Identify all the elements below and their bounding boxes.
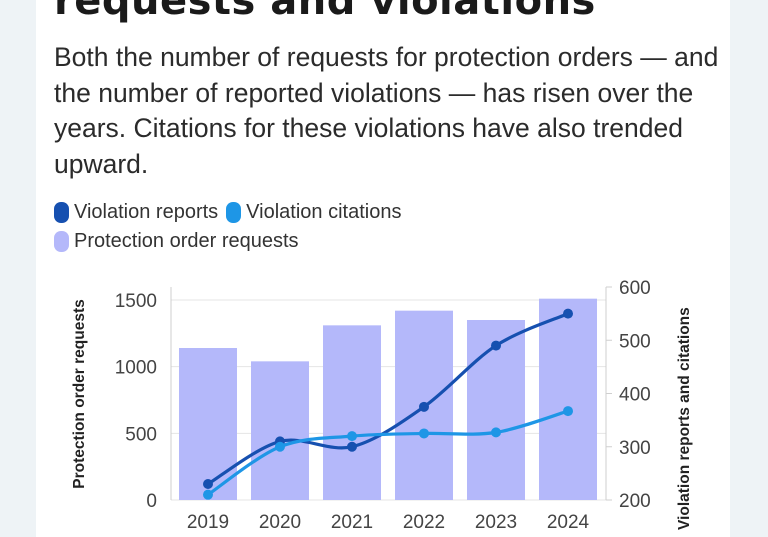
legend-item-violation-reports[interactable]: Violation reports (54, 201, 218, 224)
y-right-tick-label: 300 (619, 438, 651, 459)
legend-swatch-protection-order-requests (54, 231, 69, 252)
y-axis-title: Protection order requests (71, 299, 88, 489)
bar-series (179, 298, 597, 500)
chart-card: requests and violations Both the number … (36, 0, 730, 537)
legend-label: Violation citations (246, 201, 402, 223)
y-tick-label: 0 (146, 491, 157, 512)
x-tick-label: 2024 (547, 512, 590, 533)
legend-label: Violation reports (74, 201, 219, 223)
combo-chart: 0 500 1000 1500 200 300 400 500 600 2019 2020 2021 2… (71, 278, 693, 533)
y-tick-label: 1000 (115, 358, 157, 379)
chart-subtitle: Both the number of requests for protecti… (54, 42, 719, 179)
x-tick-label: 2020 (259, 512, 301, 533)
line-point (275, 441, 285, 452)
line-point (491, 340, 501, 351)
bar (179, 348, 237, 500)
y-right-tick-label: 200 (619, 491, 651, 512)
series-line (206, 409, 570, 497)
legend-row: Violation reports Violation citations (54, 198, 409, 227)
line-point (419, 401, 429, 412)
y-axis-right-title: Violation reports and citations (676, 307, 693, 530)
axes: 0 500 1000 1500 200 300 400 500 600 2019 2020 2021 2… (71, 278, 693, 533)
bar (323, 325, 381, 500)
bar (539, 298, 597, 500)
x-tick-label: 2022 (403, 512, 445, 533)
line-point (347, 441, 357, 452)
x-tick-label: 2019 (187, 512, 229, 533)
y-right-tick-label: 500 (619, 331, 651, 352)
legend-label: Protection order requests (74, 230, 299, 252)
x-tick-label: 2023 (475, 512, 517, 533)
legend-row: Protection order requests (54, 227, 409, 256)
left-margin (0, 0, 36, 537)
line-point (419, 428, 429, 439)
legend-item-protection-order-requests[interactable]: Protection order requests (54, 230, 299, 253)
y-right-tick-label: 600 (619, 278, 651, 299)
line-point (563, 406, 573, 417)
line-series (203, 308, 573, 500)
line-point (203, 489, 213, 500)
x-tick-label: 2021 (331, 512, 373, 533)
line-point (203, 479, 213, 490)
legend-swatch-violation-citations (226, 202, 242, 223)
legend-item-violation-citations[interactable]: Violation citations (226, 201, 401, 224)
chart-title: requests and violations (54, 0, 596, 24)
line-point (491, 427, 501, 438)
legend: Violation reports Violation citations Pr… (54, 198, 409, 256)
right-margin (730, 0, 768, 537)
y-tick-label: 500 (125, 424, 157, 445)
bar (251, 361, 309, 500)
line-point (563, 308, 573, 319)
legend-swatch-violation-reports (54, 202, 69, 223)
y-right-tick-label: 400 (619, 385, 651, 406)
y-tick-label: 1500 (115, 291, 157, 312)
line-point (347, 431, 357, 442)
